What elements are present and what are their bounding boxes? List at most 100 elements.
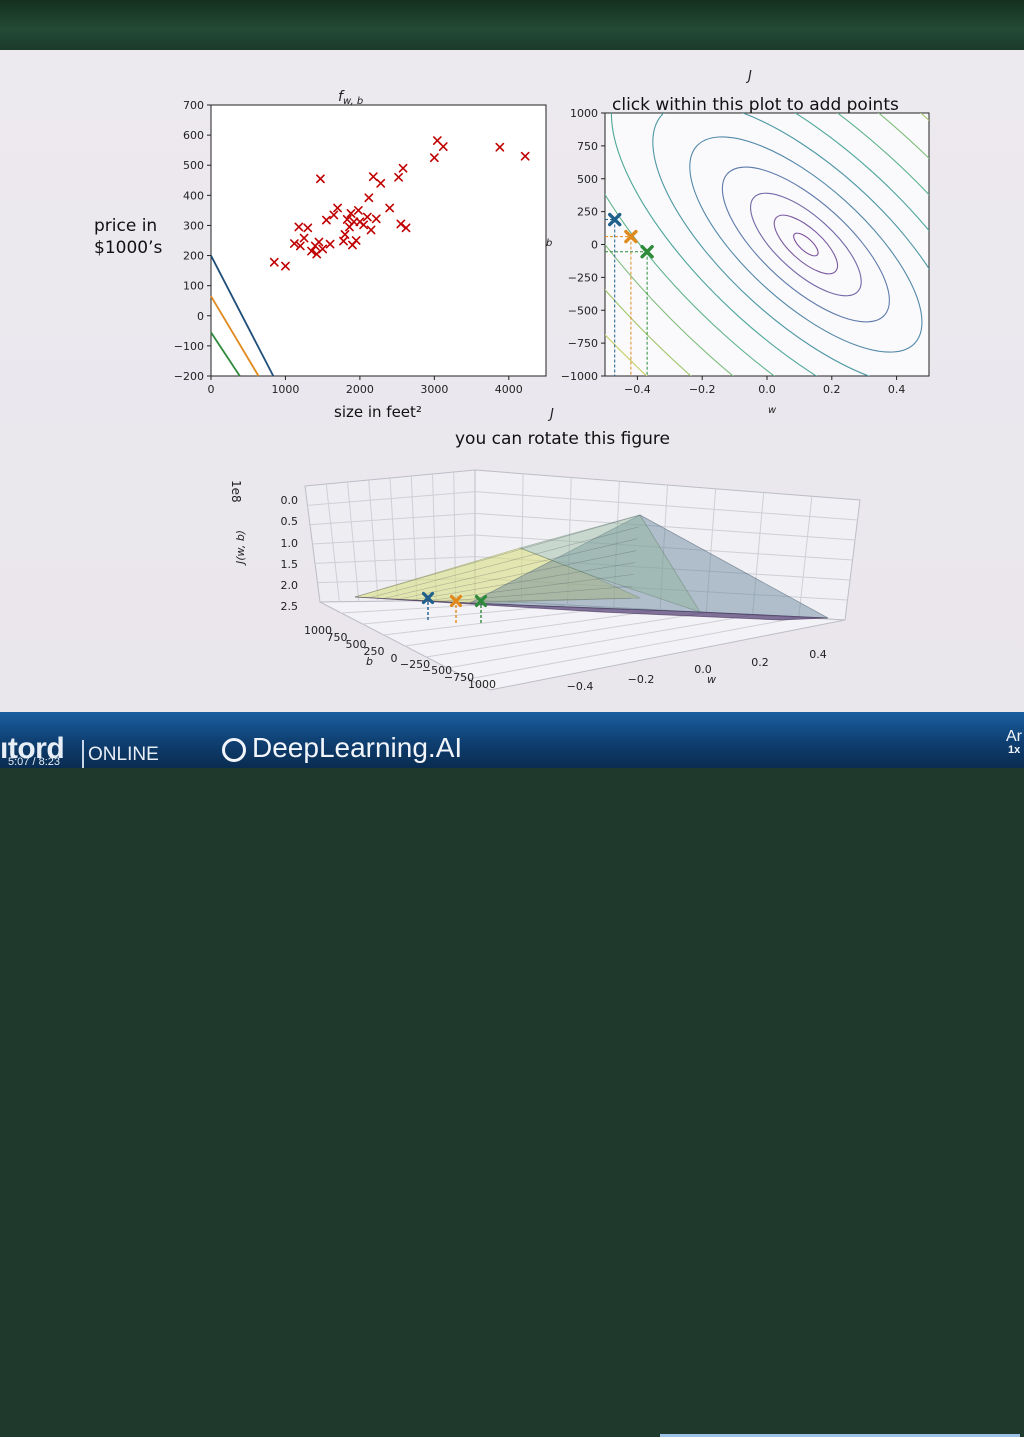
scatter-point (429, 153, 439, 163)
contour-ytick-label: 250 (577, 206, 598, 219)
surface-ztick-label: 2.0 (281, 579, 299, 592)
surface-point-marker (421, 591, 435, 605)
scatter-point (340, 230, 350, 239)
scatter-point (396, 219, 406, 229)
surface-wlabel: w (707, 673, 716, 686)
contour-xtick-label: −0.4 (624, 383, 651, 396)
playback-speed[interactable]: 1x (1008, 744, 1021, 756)
stanford-logo-text: ıtord (0, 732, 65, 765)
scatter-point (269, 257, 279, 267)
surface-point-marker (474, 594, 488, 608)
contour-ytick-label: −1000 (561, 370, 598, 383)
surface-grid-line (426, 612, 707, 658)
contour-xlabel: w (768, 405, 777, 416)
scatter-point (294, 222, 304, 232)
surface-grid-line (325, 483, 340, 602)
surface-zscale: 1e8 (229, 480, 243, 503)
contour-level-line (605, 113, 929, 376)
contour-point-marker (624, 229, 638, 244)
contour-point-marker (640, 245, 654, 259)
surface-btick-label: 500 (346, 638, 367, 651)
scatter-point (329, 210, 339, 220)
contour-level-line (610, 113, 929, 376)
surface-btick-label: 1000 (304, 624, 332, 637)
contour-ytick-label: −750 (568, 337, 598, 350)
scatter-point (376, 178, 386, 188)
lecture-slide: price in $1000’s size in feet² click wit… (0, 50, 1024, 712)
scatter-point (316, 174, 325, 184)
scatter-point (342, 215, 352, 224)
surface-point-marker (449, 594, 463, 608)
scatter-ytick-label: −100 (174, 340, 204, 353)
scatter-point (321, 215, 331, 225)
contour-ytick-label: 1000 (570, 107, 598, 120)
contour-chart: J −1000 −750 −500 −250 0 250 500 750 1000 −0.4 −0… (546, 69, 930, 416)
contour-ytick-label: 500 (577, 173, 598, 186)
scatter-point (307, 246, 316, 256)
surface-wtick-label: 0.2 (751, 656, 769, 669)
surface-grid-line (705, 488, 717, 613)
scatter-point (333, 203, 342, 213)
contour-ylabel: b (546, 238, 552, 249)
surface-face-purple (354, 596, 829, 621)
surface-grid-line (404, 609, 661, 647)
contour-level-line (689, 136, 923, 353)
deeplearning-logo-icon (222, 738, 246, 762)
contour-click-caption: click within this plot to add points (612, 95, 899, 115)
scatter-ytick-label: 300 (183, 219, 204, 232)
contour-xtick-label: 0.2 (823, 383, 841, 396)
deeplearning-logo-text: DeepLearning.AI (252, 732, 463, 763)
surface-btick-label: −500 (422, 664, 452, 677)
surface-ztick-label: 0.5 (281, 515, 299, 528)
contour-xtick-label: 0.0 (758, 383, 776, 396)
surface-wtick-label: −0.4 (567, 680, 594, 693)
scatter-point (371, 214, 381, 224)
scatter-ytick-label: 200 (183, 250, 204, 263)
surface-mesh-line (369, 526, 639, 599)
left-xlabel: size in feet² (334, 403, 422, 421)
scatter-point (295, 241, 305, 251)
video-time: 5:07 / 8:23 (8, 756, 60, 768)
surface-wtick-label: 0.4 (809, 648, 827, 661)
surface-title: J (547, 407, 554, 422)
contour-ytick-label: 0 (591, 239, 598, 252)
surface-grid-line (347, 481, 360, 602)
surface-ztick-label: 1.0 (281, 537, 299, 550)
surface-wtick-label: −0.2 (628, 673, 655, 686)
contour-level-line (721, 166, 890, 323)
scatter-ytick-label: −200 (174, 370, 204, 383)
scatter-point (314, 237, 324, 247)
contour-ytick-label: −500 (568, 304, 598, 317)
scatter-point (353, 205, 363, 215)
scatter-point (351, 236, 361, 245)
scatter-ytick-label: 0 (197, 310, 204, 323)
scatter-ytick-label: 600 (183, 129, 204, 142)
surface-ztick-label: 0.0 (281, 494, 299, 507)
contour-title: J (745, 69, 752, 84)
contour-xtick-label: 0.4 (888, 383, 906, 396)
scatter-point (362, 212, 372, 222)
surface-grid-line (798, 496, 813, 618)
scatter-point (438, 142, 448, 151)
scatter-chart: fw, b −200 −100 0 100 200 300 400 500 600 700 0 10… (174, 89, 547, 396)
scatter-plot-area[interactable] (210, 104, 547, 377)
screen-top-bezel (0, 0, 1024, 50)
scatter-point (368, 172, 378, 182)
scatter-point (349, 217, 359, 227)
left-ylabel-line1: price in (94, 216, 157, 236)
surface-rotate-caption: you can rotate this figure (455, 429, 670, 449)
scatter-point (394, 172, 404, 182)
scatter-point (346, 209, 356, 218)
scatter-point (359, 220, 369, 230)
surface-grid-line (752, 492, 765, 616)
contour-level-line (605, 113, 929, 376)
scatter-xtick-label: 3000 (420, 383, 448, 396)
scatter-ytick-label: 400 (183, 189, 204, 202)
online-logo-text: ONLINE (88, 744, 159, 765)
scatter-ytick-label: 700 (183, 99, 204, 112)
contour-level-line (749, 192, 862, 297)
surface-mesh-line (383, 538, 638, 599)
contour-ytick-label: 750 (577, 140, 598, 153)
scatter-ytick-label: 500 (183, 159, 204, 172)
